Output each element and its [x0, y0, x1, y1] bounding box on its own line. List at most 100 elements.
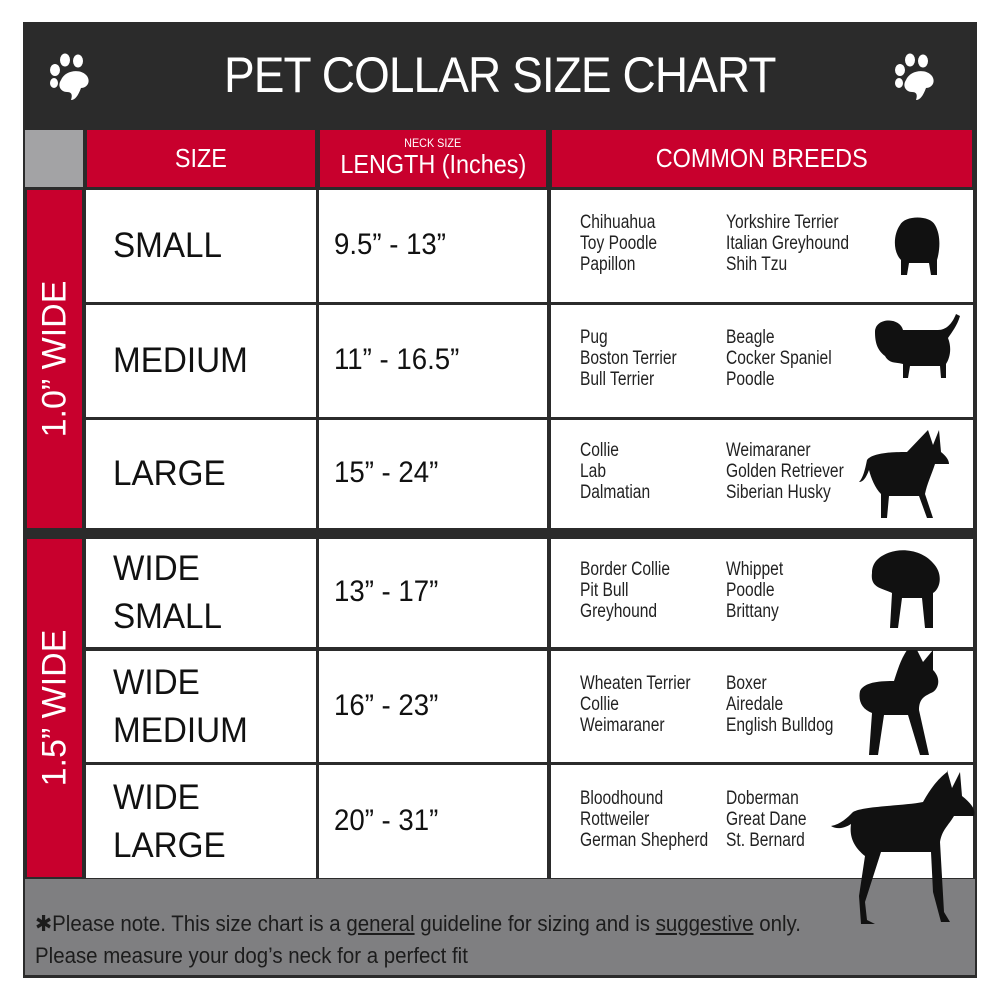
- large-dog-silhouette-icon: [859, 430, 949, 518]
- length-cell: 13” - 17”: [319, 539, 547, 647]
- header-length: NECK SIZE LENGTH (Inches): [320, 130, 546, 187]
- breed-name: Airedale: [726, 693, 784, 715]
- size-cell: WIDE MEDIUM: [86, 651, 316, 762]
- size-cell: WIDE LARGE: [86, 765, 316, 878]
- size-label: SMALL: [113, 222, 222, 270]
- length-value: 16” - 23”: [334, 688, 439, 722]
- breed-name: Boston Terrier: [580, 348, 677, 369]
- length-cell: 16” - 23”: [319, 651, 547, 762]
- note-underlined: suggestive: [655, 911, 754, 936]
- paw-icon: [50, 53, 89, 100]
- breed-list: Whippet Poodle Brittany: [726, 559, 783, 622]
- note-underlined: general: [346, 911, 415, 936]
- breed-list: Bloodhound Rottweiler German Shepherd: [580, 788, 708, 851]
- breed-list: Boxer Airedale English Bulldog: [726, 673, 833, 736]
- length-value: 9.5” - 13”: [334, 228, 446, 261]
- size-cell: LARGE: [86, 420, 316, 528]
- breed-name: Collie: [580, 693, 619, 715]
- breed-list: Pug Boston Terrier Bull Terrier: [580, 327, 677, 390]
- breed-name: Weimaraner: [580, 714, 665, 736]
- paw-icon: [895, 53, 934, 100]
- bulldog-silhouette-icon: [871, 550, 940, 628]
- size-label: WIDE LARGE: [113, 774, 226, 870]
- breed-name: Bloodhound: [580, 787, 664, 809]
- length-value: 11” - 16.5”: [334, 343, 460, 376]
- breed-name: Whippet: [726, 559, 784, 580]
- breed-name: Yorkshire Terrier: [726, 212, 839, 233]
- header-breeds-label: COMMON BREEDS: [656, 143, 868, 173]
- size-label: MEDIUM: [113, 337, 248, 385]
- breed-list: Wheaten Terrier Collie Weimaraner: [580, 673, 691, 736]
- size-label-line: SMALL: [113, 226, 223, 265]
- medium-dog-silhouette-icon: [875, 314, 960, 378]
- corner-cell: [25, 130, 83, 187]
- breeds-cell: Bloodhound Rottweiler German Shepherd Dober…: [551, 765, 973, 878]
- breed-name: Papillon: [580, 254, 636, 275]
- breed-name: Border Collie: [580, 559, 671, 580]
- size-label-line: WIDE: [113, 549, 200, 588]
- breed-name: Pit Bull: [580, 580, 629, 601]
- group-band-2: 1.5” WIDE: [27, 539, 82, 877]
- breed-name: Collie: [580, 440, 619, 461]
- size-label-line: LARGE: [113, 825, 226, 865]
- breed-name: Pug: [580, 327, 608, 348]
- breed-list: Beagle Cocker Spaniel Poodle: [726, 327, 832, 390]
- note-text: only.: [753, 911, 801, 936]
- breed-name: Boxer: [726, 672, 767, 694]
- breed-name: German Shepherd: [580, 829, 709, 851]
- note-text: guideline for sizing and is: [414, 911, 656, 936]
- breed-list: Border Collie Pit Bull Greyhound: [580, 559, 670, 622]
- size-cell: WIDE SMALL: [86, 539, 316, 647]
- title-bar: PET COLLAR SIZE CHART: [23, 22, 977, 128]
- size-label: WIDE MEDIUM: [113, 659, 248, 755]
- size-cell: SMALL: [86, 190, 316, 302]
- footer-note: ✱Please note. This size chart is a gener…: [25, 879, 975, 975]
- length-value: 20” - 31”: [334, 803, 439, 837]
- size-cell: MEDIUM: [86, 305, 316, 417]
- breed-name: Toy Poodle: [580, 233, 658, 254]
- breed-list: Collie Lab Dalmatian: [580, 440, 650, 503]
- size-label-line: WIDE: [113, 662, 200, 702]
- header-size: SIZE: [87, 130, 315, 187]
- page-title: PET COLLAR SIZE CHART: [224, 47, 777, 103]
- small-dog-silhouette-icon: [894, 217, 940, 275]
- size-label-line: MEDIUM: [113, 341, 248, 380]
- breed-list: Doberman Great Dane St. Bernard: [726, 788, 807, 851]
- note-line-2: Please measure your dog’s neck for a per…: [35, 943, 468, 968]
- length-cell: 11” - 16.5”: [319, 305, 547, 417]
- breed-name: Greyhound: [580, 601, 658, 622]
- doberman-silhouette-icon: [831, 770, 975, 924]
- breed-name: Chihuahua: [580, 212, 656, 233]
- length-cell: 9.5” - 13”: [319, 190, 547, 302]
- breed-name: Golden Retriever: [726, 461, 844, 482]
- breed-name: Poodle: [726, 369, 775, 390]
- breed-name: Shih Tzu: [726, 254, 788, 275]
- breed-list: Weimaraner Golden Retriever Siberian Husky: [726, 440, 844, 503]
- length-value: 13” - 17”: [334, 575, 439, 608]
- length-cell: 15” - 24”: [319, 420, 547, 528]
- breeds-cell: Pug Boston Terrier Bull Terrier Beagle Cocke…: [551, 305, 973, 417]
- size-label-line: SMALL: [113, 597, 223, 636]
- note-text: ✱Please note. This size chart is a: [35, 911, 347, 936]
- breed-name: Bull Terrier: [580, 369, 655, 390]
- size-label-line: LARGE: [113, 454, 226, 493]
- length-value: 15” - 24”: [334, 456, 439, 489]
- breed-name: Lab: [580, 461, 606, 482]
- size-label-line: WIDE: [113, 777, 200, 817]
- header-neck-size-label: NECK SIZE: [404, 136, 462, 150]
- size-label: LARGE: [113, 450, 226, 498]
- group-label: 1.5” WIDE: [35, 629, 73, 787]
- breed-name: Doberman: [726, 787, 799, 809]
- breed-name: Brittany: [726, 601, 779, 622]
- breed-name: Italian Greyhound: [726, 233, 849, 254]
- group-label: 1.0” WIDE: [35, 280, 73, 438]
- size-label-line: MEDIUM: [113, 710, 248, 750]
- breed-name: Cocker Spaniel: [726, 348, 832, 369]
- breed-name: English Bulldog: [726, 714, 834, 736]
- note-line-1: ✱Please note. This size chart is a gener…: [35, 911, 801, 937]
- breed-name: Weimaraner: [726, 440, 811, 461]
- breed-name: Beagle: [726, 327, 775, 348]
- breed-name: Dalmatian: [580, 482, 651, 503]
- length-cell: 20” - 31”: [319, 765, 547, 878]
- group-band-1: 1.0” WIDE: [27, 190, 82, 528]
